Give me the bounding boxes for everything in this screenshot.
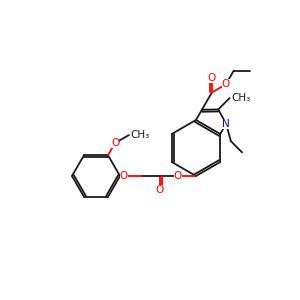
Text: O: O [111,138,119,148]
Text: O: O [120,171,128,181]
Text: O: O [156,185,164,195]
Text: O: O [222,80,230,89]
Text: O: O [208,74,216,83]
Text: N: N [222,119,230,129]
Text: CH₃: CH₃ [131,130,150,140]
Text: CH₃: CH₃ [234,93,253,103]
Text: O: O [174,171,182,181]
Text: CH₃: CH₃ [232,93,251,103]
